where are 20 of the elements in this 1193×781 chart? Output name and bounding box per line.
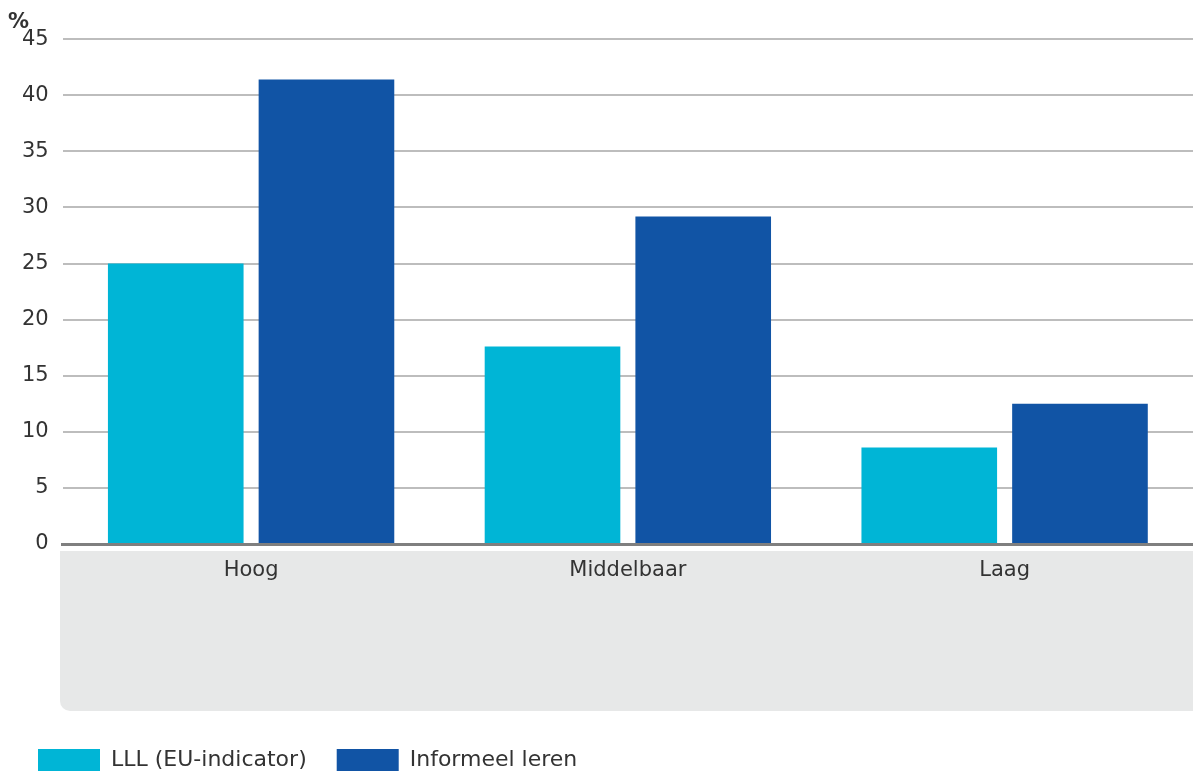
legend-label: Informeel leren xyxy=(409,745,578,771)
y-tick-label: 30 xyxy=(21,193,49,218)
y-tick-label: 5 xyxy=(35,474,49,499)
x-tick-label: Laag xyxy=(979,557,1031,582)
y-tick-label: 20 xyxy=(21,306,49,331)
bar xyxy=(258,79,395,543)
x-tick-label: Hoog xyxy=(223,557,279,582)
y-tick-label: 15 xyxy=(21,362,49,387)
y-tick-label: 0 xyxy=(35,530,49,555)
bar xyxy=(107,263,244,543)
bar xyxy=(635,216,772,543)
y-tick-label: 40 xyxy=(21,81,49,106)
bar xyxy=(484,346,621,543)
legend-label: LLL (EU-indicator) xyxy=(111,745,307,771)
bar xyxy=(1012,403,1148,543)
y-tick-label: 35 xyxy=(21,137,49,162)
bar xyxy=(861,447,998,543)
x-tick-label: Middelbaar xyxy=(569,557,687,582)
y-tick-label: 10 xyxy=(21,418,49,443)
y-tick-label: 25 xyxy=(21,250,49,275)
